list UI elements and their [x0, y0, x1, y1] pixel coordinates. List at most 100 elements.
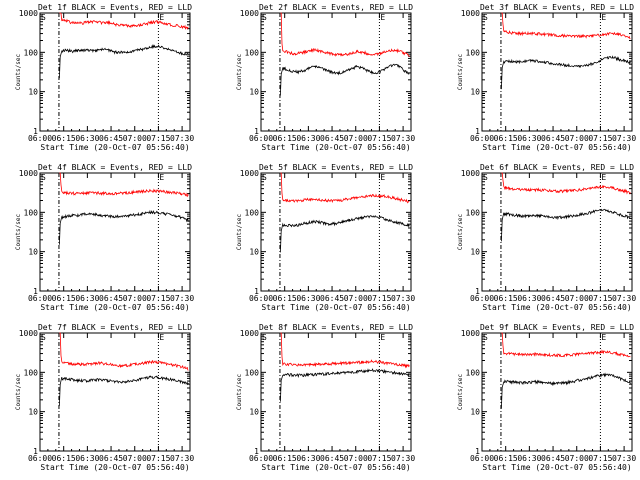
x-tick-label: 06:30 — [75, 454, 99, 463]
end-marker-label: E — [159, 13, 164, 22]
end-marker-label: E — [380, 13, 385, 22]
y-tick-label: 1000 — [461, 9, 480, 18]
x-tick-label: 06:15 — [52, 454, 76, 463]
y-tick-label: 100 — [466, 48, 481, 57]
plot-frame — [260, 172, 412, 292]
x-tick-label: 07:30 — [612, 454, 636, 463]
y-tick-label: 10 — [28, 88, 38, 97]
x-tick-label: 07:00 — [123, 294, 147, 303]
x-tick-label: 06:00 — [28, 454, 52, 463]
y-tick-label: 100 — [24, 48, 39, 57]
start-marker-label: S — [41, 13, 46, 22]
x-tick-label: 06:30 — [517, 454, 541, 463]
x-tick-label: 06:00 — [249, 454, 273, 463]
chart-panel-1: Det 1f BLACK = Events, RED = LLD 1 10 100 10… — [15, 3, 194, 152]
y-tick-label: 1000 — [240, 169, 259, 178]
x-tick-label: 06:00 — [470, 454, 494, 463]
x-tick-label: 06:00 — [470, 294, 494, 303]
y-axis-label: Counts/sec — [236, 214, 243, 251]
x-axis-label: Start Time (20-Oct-07 05:56:40) — [261, 143, 410, 152]
x-tick-label: 06:15 — [273, 134, 297, 143]
x-tick-label: 07:30 — [612, 294, 636, 303]
y-tick-label: 10 — [470, 408, 480, 417]
y-tick-label: 10 — [28, 408, 38, 417]
x-axis-label: Start Time (20-Oct-07 05:56:40) — [482, 303, 631, 312]
y-axis-label: Counts/sec — [457, 214, 464, 251]
x-tick-label: 07:15 — [588, 454, 612, 463]
x-tick-label: 06:30 — [296, 134, 320, 143]
series-events-line — [501, 55, 631, 90]
series-events-line — [280, 215, 410, 253]
x-tick-label: 06:45 — [99, 294, 123, 303]
x-tick-label: 07:15 — [367, 294, 391, 303]
x-tick-label: 06:30 — [517, 294, 541, 303]
end-marker-label: E — [380, 333, 385, 342]
x-axis-label: Start Time (20-Oct-07 05:56:40) — [40, 463, 189, 472]
x-tick-label: 06:30 — [75, 134, 99, 143]
series-lld-line — [59, 172, 189, 198]
y-tick-label: 1 — [254, 127, 259, 136]
x-tick-label: 07:15 — [146, 134, 170, 143]
end-marker-label: E — [380, 173, 385, 182]
y-tick-label: 1 — [254, 287, 259, 296]
x-tick-label: 07:00 — [565, 134, 589, 143]
y-tick-label: 10 — [470, 248, 480, 257]
x-tick-label: 06:30 — [296, 294, 320, 303]
series-events-line — [501, 372, 631, 409]
series-events-line — [501, 208, 631, 242]
y-tick-label: 100 — [466, 208, 481, 217]
y-axis-label: Counts/sec — [15, 54, 22, 91]
chart-title: Det 4f BLACK = Events, RED = LLD — [38, 163, 192, 172]
series-events-line — [59, 209, 189, 245]
x-tick-label: 06:45 — [541, 134, 565, 143]
x-tick-label: 07:15 — [588, 294, 612, 303]
y-tick-label: 10 — [249, 88, 259, 97]
y-axis-label: Counts/sec — [236, 374, 243, 411]
x-axis-label: Start Time (20-Oct-07 05:56:40) — [40, 143, 189, 152]
chart-panel-4: Det 4f BLACK = Events, RED = LLD 1 10 100 10… — [15, 163, 194, 312]
y-tick-label: 1 — [33, 127, 38, 136]
chart-title: Det 3f BLACK = Events, RED = LLD — [480, 3, 634, 12]
y-tick-label: 1000 — [19, 9, 38, 18]
x-tick-label: 06:30 — [517, 134, 541, 143]
x-tick-label: 06:15 — [52, 294, 76, 303]
chart-panel-8: Det 8f BLACK = Events, RED = LLD 1 10 100 10… — [236, 323, 415, 472]
end-marker-label: E — [601, 173, 606, 182]
series-events-line — [280, 368, 410, 402]
y-tick-label: 1000 — [19, 169, 38, 178]
x-tick-label: 07:15 — [588, 134, 612, 143]
start-marker-label: S — [41, 333, 46, 342]
start-marker-label: S — [483, 333, 488, 342]
x-tick-label: 06:15 — [273, 454, 297, 463]
chart-title: Det 8f BLACK = Events, RED = LLD — [259, 323, 413, 332]
x-tick-label: 06:15 — [494, 454, 518, 463]
start-marker-label: S — [41, 173, 46, 182]
x-tick-label: 07:00 — [344, 294, 368, 303]
x-axis-label: Start Time (20-Oct-07 05:56:40) — [40, 303, 189, 312]
end-marker-label: E — [601, 13, 606, 22]
series-lld-line — [59, 332, 189, 371]
plot-frame — [481, 172, 633, 292]
x-tick-label: 07:00 — [123, 134, 147, 143]
x-tick-label: 06:15 — [52, 134, 76, 143]
chart-panel-6: Det 6f BLACK = Events, RED = LLD 1 10 100 10… — [457, 163, 636, 312]
series-events-line — [59, 375, 189, 406]
x-tick-label: 07:30 — [612, 134, 636, 143]
series-lld-line — [501, 172, 631, 195]
y-tick-label: 1000 — [240, 9, 259, 18]
x-tick-label: 06:00 — [249, 134, 273, 143]
start-marker-label: S — [483, 173, 488, 182]
y-tick-label: 1 — [475, 127, 480, 136]
y-tick-label: 100 — [245, 48, 260, 57]
start-marker-label: S — [262, 173, 267, 182]
x-axis-label: Start Time (20-Oct-07 05:56:40) — [261, 463, 410, 472]
x-tick-label: 07:00 — [565, 294, 589, 303]
y-tick-label: 10 — [249, 248, 259, 257]
x-axis-label: Start Time (20-Oct-07 05:56:40) — [482, 143, 631, 152]
y-tick-label: 10 — [249, 408, 259, 417]
x-tick-label: 06:45 — [99, 454, 123, 463]
plot-frame — [260, 12, 412, 132]
x-tick-label: 07:00 — [344, 134, 368, 143]
end-marker-label: E — [159, 173, 164, 182]
chart-title: Det 9f BLACK = Events, RED = LLD — [480, 323, 634, 332]
